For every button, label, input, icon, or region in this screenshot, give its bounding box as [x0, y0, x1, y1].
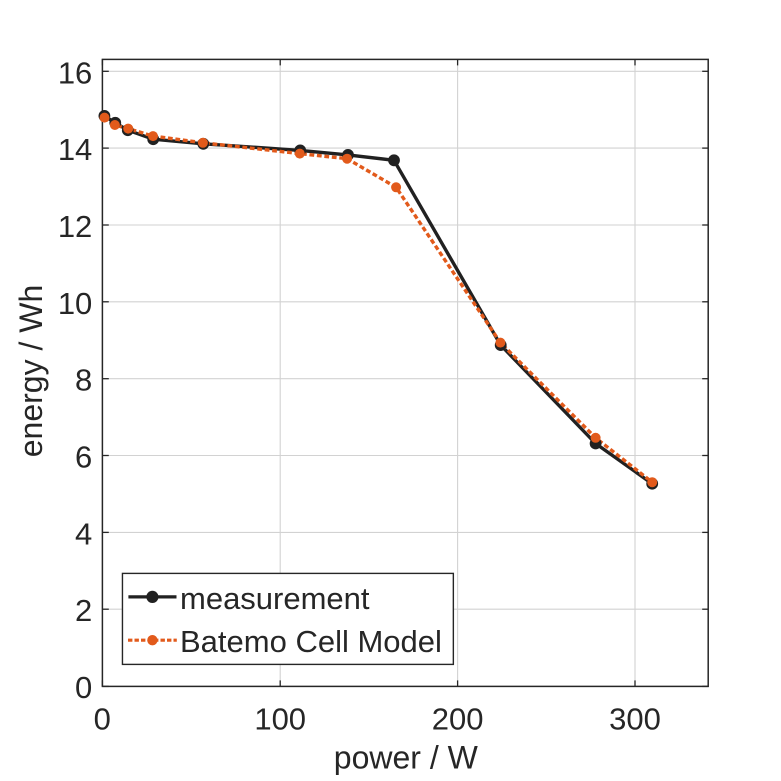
svg-text:0: 0: [94, 702, 111, 737]
svg-text:Batemo Cell Model: Batemo Cell Model: [180, 624, 442, 659]
svg-text:8: 8: [75, 363, 92, 398]
svg-text:100: 100: [254, 702, 306, 737]
svg-text:energy / Wh: energy / Wh: [13, 285, 49, 458]
svg-text:16: 16: [58, 55, 92, 90]
svg-text:300: 300: [609, 702, 661, 737]
svg-text:14: 14: [58, 132, 92, 167]
svg-text:measurement: measurement: [180, 581, 370, 616]
svg-text:6: 6: [75, 440, 92, 475]
svg-text:0: 0: [75, 670, 92, 705]
svg-text:power / W: power / W: [334, 740, 479, 776]
svg-text:200: 200: [432, 702, 484, 737]
svg-text:2: 2: [75, 593, 92, 628]
svg-text:10: 10: [58, 286, 92, 321]
svg-text:12: 12: [58, 209, 92, 244]
svg-text:4: 4: [75, 516, 92, 551]
